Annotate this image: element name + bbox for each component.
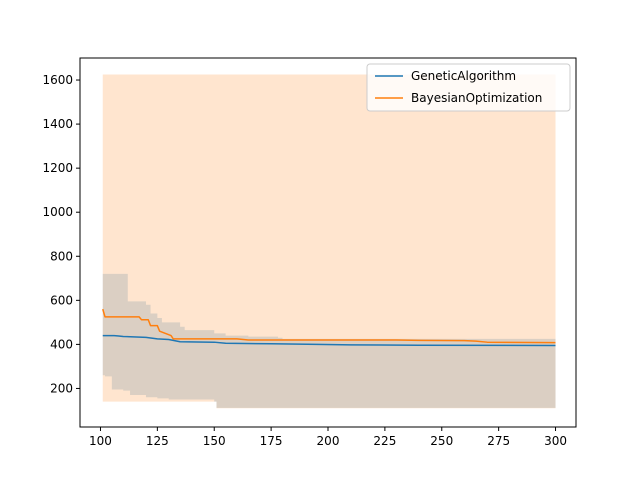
geneticalgorithm-band bbox=[102, 273, 556, 408]
legend-box bbox=[366, 63, 571, 112]
y-tick-label: 600 bbox=[50, 293, 73, 307]
bayesianoptimization-band bbox=[102, 74, 556, 409]
confidence-bands bbox=[102, 74, 556, 409]
x-tick-label: 250 bbox=[430, 434, 453, 448]
x-tick-label: 100 bbox=[89, 434, 112, 448]
bayesianoptimization-legend-label: BayesianOptimization bbox=[411, 91, 542, 105]
y-axis: 200 400 600 800 1000 1200 1400 1600 bbox=[42, 73, 80, 395]
geneticalgorithm-line bbox=[102, 334, 556, 347]
geneticalgorithm-legend-label: GeneticAlgorithm bbox=[411, 69, 516, 83]
x-axis: 100 125 150 175 200 225 250 275 300 bbox=[89, 427, 567, 448]
y-tick-label: 1000 bbox=[42, 205, 73, 219]
x-tick-label: 175 bbox=[260, 434, 283, 448]
y-tick-label: 800 bbox=[50, 249, 73, 263]
y-tick-label: 1200 bbox=[42, 161, 73, 175]
x-tick-label: 125 bbox=[146, 434, 169, 448]
x-tick-label: 300 bbox=[544, 434, 567, 448]
legend: GeneticAlgorithm BayesianOptimization bbox=[366, 63, 571, 112]
y-tick-label: 200 bbox=[50, 381, 73, 395]
series-lines bbox=[102, 308, 556, 347]
y-tick-label: 1600 bbox=[42, 73, 73, 87]
bayesianoptimization-line bbox=[102, 308, 556, 344]
x-tick-label: 150 bbox=[203, 434, 226, 448]
x-tick-label: 225 bbox=[373, 434, 396, 448]
y-tick-label: 400 bbox=[50, 337, 73, 351]
x-tick-label: 275 bbox=[487, 434, 510, 448]
y-tick-label: 1400 bbox=[42, 117, 73, 131]
x-tick-label: 200 bbox=[317, 434, 340, 448]
